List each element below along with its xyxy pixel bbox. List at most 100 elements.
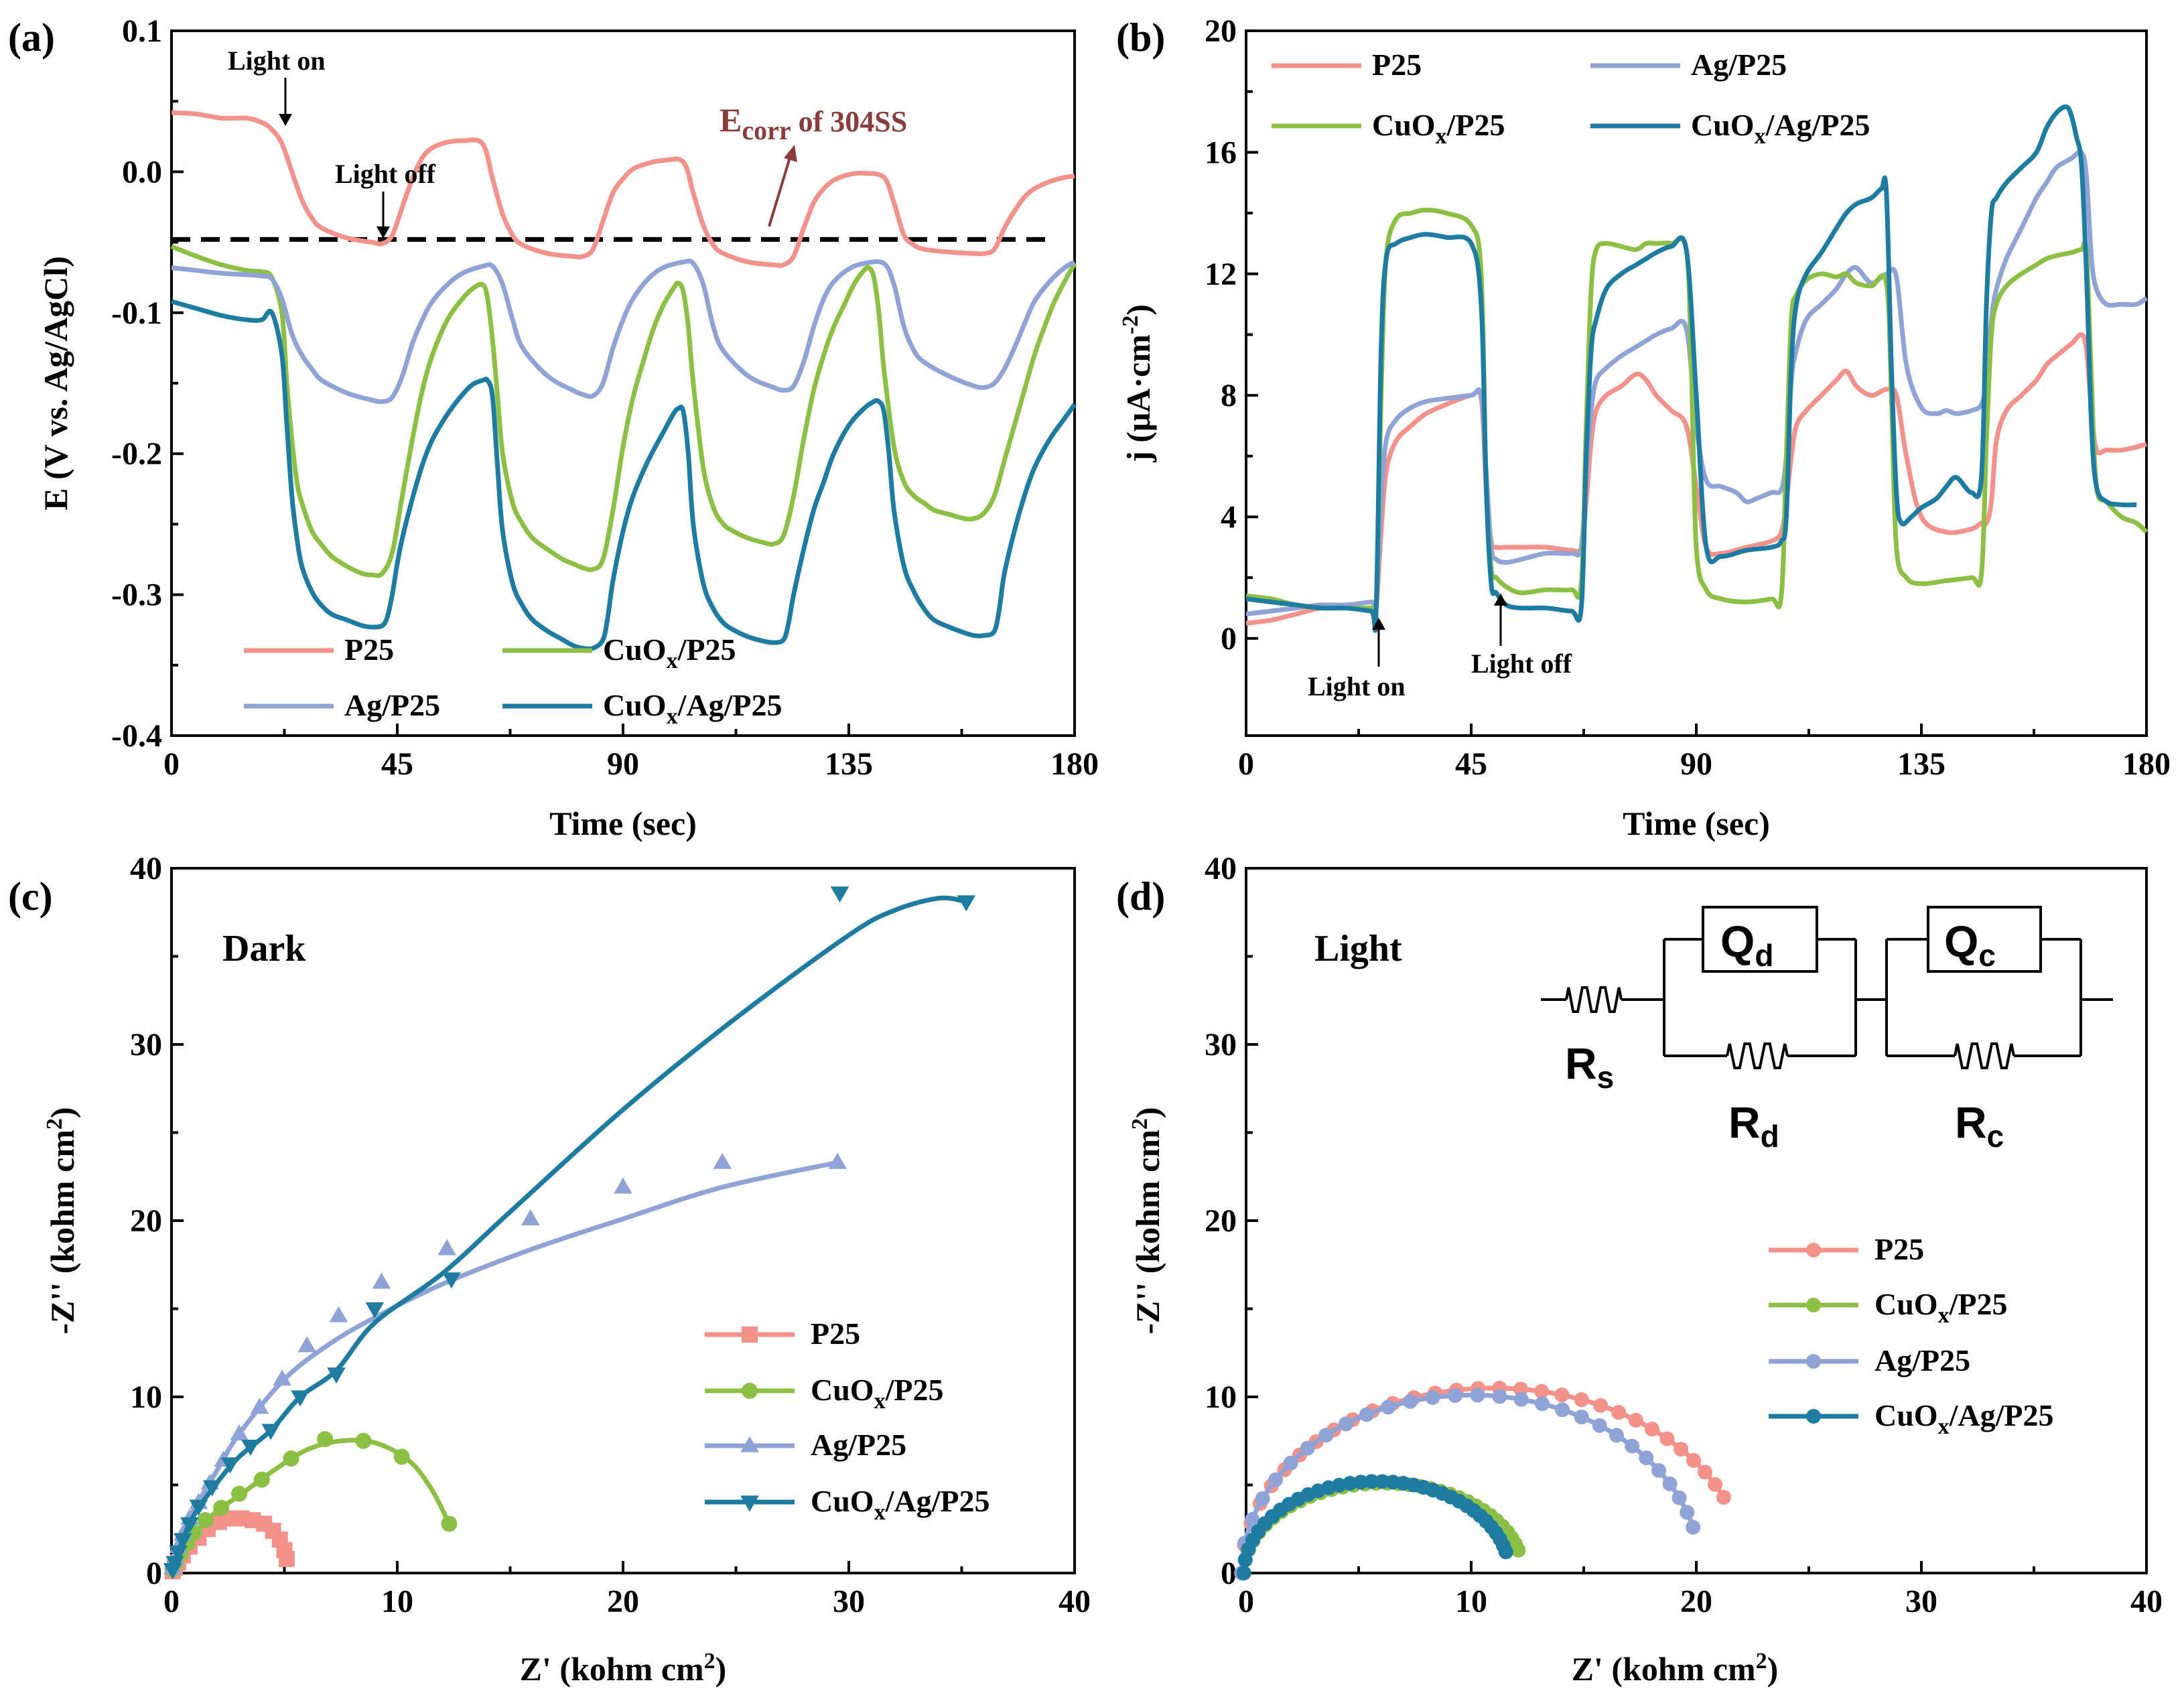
- data-point: [355, 1432, 372, 1449]
- label-rc: Rc: [1955, 1097, 2004, 1154]
- y-tick-label: 4: [1221, 500, 1237, 535]
- data-point: [1342, 1476, 1357, 1491]
- x-axis-label: Z' (kohm cm2): [1572, 1649, 1779, 1688]
- light-on-arrowhead: [279, 114, 292, 126]
- data-point: [1592, 1418, 1607, 1433]
- legend-label: Ag/P25: [1691, 48, 1787, 82]
- legend-label: P25: [811, 1316, 860, 1351]
- data-point: [1255, 1491, 1270, 1506]
- data-point: [1236, 1566, 1251, 1580]
- x-tick-label: 45: [1455, 746, 1487, 782]
- series-line: [171, 299, 1077, 652]
- data-point: [1662, 1476, 1678, 1491]
- data-point: [1593, 1398, 1609, 1413]
- legend-label: CuOx/Ag/P25: [1874, 1398, 2053, 1439]
- series-line: [1245, 208, 2148, 626]
- legend-label: P25: [1372, 48, 1422, 82]
- y-tick-label: 16: [1205, 135, 1237, 170]
- legend-label: P25: [1874, 1232, 1924, 1266]
- data-point: [957, 895, 976, 912]
- label-rd: Rd: [1728, 1097, 1779, 1154]
- data-point: [297, 1336, 316, 1353]
- fit-line: [1239, 1385, 1726, 1574]
- y-tick-label: 40: [130, 851, 162, 886]
- x-tick-label: 30: [1905, 1584, 1937, 1619]
- legend-marker: [742, 1383, 758, 1399]
- series-line: [1245, 104, 2137, 633]
- data-point: [1534, 1383, 1550, 1399]
- x-axis-label: Time (sec): [1623, 805, 1770, 842]
- light-label: Light: [1314, 928, 1402, 969]
- data-point: [329, 1306, 348, 1322]
- data-point: [1716, 1489, 1731, 1505]
- resistor-rc: [1954, 1042, 2015, 1069]
- y-axis-label: j (μA·cm-2): [1118, 304, 1157, 463]
- light-off-arrowhead: [1494, 594, 1507, 606]
- x-tick-label: 180: [2122, 746, 2171, 782]
- x-tick-label: 20: [607, 1584, 639, 1619]
- data-point: [1628, 1412, 1643, 1428]
- data-point: [189, 1499, 208, 1516]
- data-point: [1364, 1474, 1379, 1489]
- x-tick-label: 40: [2130, 1584, 2163, 1619]
- data-point: [261, 1424, 281, 1440]
- resistor-rd: [1726, 1042, 1789, 1069]
- light-on-annotation: Light on: [228, 46, 326, 76]
- series-line: [1245, 149, 2148, 617]
- data-point: [213, 1499, 230, 1516]
- y-tick-label: 0: [1221, 1556, 1237, 1591]
- y-tick-label: 10: [1205, 1379, 1237, 1415]
- legend-marker: [742, 1327, 758, 1343]
- fit-line: [1241, 1481, 1521, 1574]
- x-tick-label: 0: [1238, 1584, 1254, 1619]
- data-point: [1574, 1410, 1589, 1425]
- data-point: [1698, 1465, 1713, 1480]
- legend-label: CuOx/P25: [1372, 108, 1505, 149]
- light-on-annotation: Light on: [1308, 671, 1406, 701]
- y-tick-label: 12: [1205, 257, 1237, 292]
- fit-line: [1239, 1392, 1696, 1574]
- light-off-annotation: Light off: [335, 159, 436, 189]
- y-tick-label: 20: [1205, 1203, 1237, 1239]
- panel-b: (b) 0 45 90 135 180 0 4 8 12 16 20 Light on Light off…: [1116, 13, 2171, 842]
- panel-a: (a) 0 45 90 135 180 0.1 0.0 -0.1 -0.2 -0.3 -0.4 Ligh…: [8, 13, 1099, 842]
- ecorr-annotation: Ecorr of 304SS: [720, 101, 907, 145]
- data-point: [393, 1448, 410, 1465]
- fit-line: [169, 895, 967, 1574]
- y-tick-label: -0.4: [111, 718, 162, 754]
- x-tick-label: 0: [163, 746, 180, 782]
- data-point: [713, 1152, 732, 1169]
- data-point: [278, 1550, 295, 1567]
- resistor-rs: [1565, 986, 1623, 1013]
- y-tick-label: 8: [1221, 378, 1237, 413]
- data-point: [1609, 1428, 1624, 1443]
- data-point: [1686, 1519, 1701, 1535]
- x-tick-label: 45: [381, 746, 413, 782]
- x-axis-label: Time (sec): [549, 805, 697, 842]
- y-tick-label: 30: [130, 1027, 162, 1063]
- data-point: [202, 1480, 222, 1497]
- data-point: [1680, 1505, 1695, 1520]
- x-tick-label: 40: [1059, 1584, 1091, 1619]
- series-line: [1245, 332, 2148, 626]
- legend-marker: [740, 1495, 759, 1512]
- data-point: [1659, 1431, 1675, 1446]
- light-on-arrowhead: [1372, 618, 1385, 630]
- data-point: [1674, 1442, 1689, 1457]
- data-point: [372, 1272, 391, 1289]
- panel-c: (c) 0 10 20 30 40 0 10 20 30 40 Dark Z' (kohm cm2) -Z…: [8, 851, 1091, 1688]
- data-point: [253, 1471, 270, 1488]
- data-point: [1513, 1391, 1529, 1407]
- data-point: [441, 1515, 458, 1532]
- x-tick-label: 180: [1050, 746, 1099, 782]
- legend-label: P25: [344, 632, 394, 667]
- series-line: [171, 259, 1076, 405]
- y-tick-label: 0: [1221, 621, 1237, 657]
- data-point: [1498, 1544, 1513, 1560]
- x-tick-label: 90: [1680, 746, 1712, 782]
- y-tick-label: 30: [1205, 1027, 1237, 1063]
- data-point: [1403, 1394, 1418, 1409]
- x-axis-label: Z' (kohm cm2): [520, 1649, 727, 1688]
- x-tick-label: 10: [381, 1584, 413, 1619]
- data-point: [830, 886, 849, 903]
